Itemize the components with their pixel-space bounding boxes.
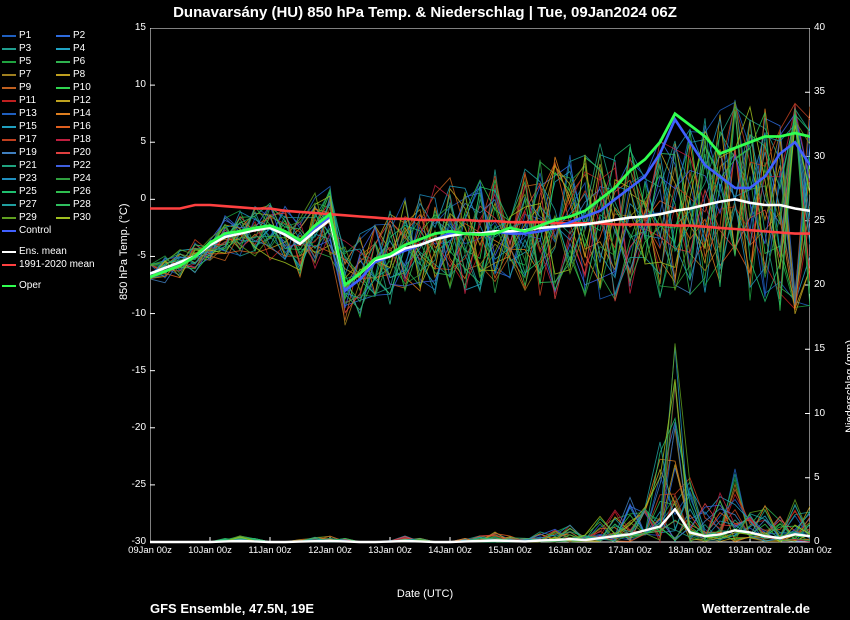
- y2-tick: 10: [814, 408, 838, 419]
- x-tick: 17Jan 00z: [602, 545, 658, 556]
- y2-tick: 30: [814, 151, 838, 162]
- footer-right: Wetterzentrale.de: [702, 601, 810, 616]
- legend-item-p23: P23: [2, 173, 56, 184]
- y1-tick: -20: [122, 422, 146, 433]
- footer-left: GFS Ensemble, 47.5N, 19E: [150, 601, 314, 616]
- y1-tick: -5: [122, 250, 146, 261]
- legend-item-p29: P29: [2, 212, 56, 223]
- x-tick: 10Jan 00z: [182, 545, 238, 556]
- legend-item-p7: P7: [2, 69, 56, 80]
- y1-tick: 0: [122, 193, 146, 204]
- y2-tick: 25: [814, 215, 838, 226]
- y1-tick: -25: [122, 479, 146, 490]
- legend-item-p19: P19: [2, 147, 56, 158]
- legend-item-p13: P13: [2, 108, 56, 119]
- legend-item-p12: P12: [56, 95, 110, 106]
- legend-item-p28: P28: [56, 199, 110, 210]
- legend-item-p16: P16: [56, 121, 110, 132]
- y2-axis-label: Niederschlag (mm): [844, 340, 850, 433]
- legend-item-p3: P3: [2, 43, 56, 54]
- y2-tick: 15: [814, 343, 838, 354]
- y1-tick: 5: [122, 136, 146, 147]
- y2-tick: 20: [814, 279, 838, 290]
- chart-title: Dunavarsány (HU) 850 hPa Temp. & Nieders…: [0, 4, 850, 21]
- legend-item-1991-2020-mean: 1991-2020 mean: [2, 259, 110, 270]
- legend-item-p2: P2: [56, 30, 110, 41]
- x-tick: 14Jan 00z: [422, 545, 478, 556]
- legend-item-control: Control: [2, 225, 110, 236]
- legend-item-p22: P22: [56, 160, 110, 171]
- x-tick: 18Jan 00z: [662, 545, 718, 556]
- legend-item-p17: P17: [2, 134, 56, 145]
- legend-item-p11: P11: [2, 95, 56, 106]
- y1-tick: -10: [122, 308, 146, 319]
- plot-area: [150, 28, 810, 568]
- legend-item-p6: P6: [56, 56, 110, 67]
- legend-item-p4: P4: [56, 43, 110, 54]
- legend-item-ens-mean: Ens. mean: [2, 246, 110, 257]
- legend-item-p24: P24: [56, 173, 110, 184]
- x-axis-label: Date (UTC): [397, 588, 453, 600]
- x-tick: 19Jan 00z: [722, 545, 778, 556]
- y2-tick: 40: [814, 22, 838, 33]
- legend-item-oper: Oper: [2, 280, 110, 291]
- legend-item-p25: P25: [2, 186, 56, 197]
- y2-tick: 35: [814, 86, 838, 97]
- legend-item-p9: P9: [2, 82, 56, 93]
- legend-item-p21: P21: [2, 160, 56, 171]
- legend-item-p27: P27: [2, 199, 56, 210]
- legend-item-p15: P15: [2, 121, 56, 132]
- legend-item-p10: P10: [56, 82, 110, 93]
- legend-item-p18: P18: [56, 134, 110, 145]
- x-tick: 11Jan 00z: [242, 545, 298, 556]
- y1-tick: -15: [122, 365, 146, 376]
- legend: P1P2P3P4P5P6P7P8P9P10P11P12P13P14P15P16P…: [2, 30, 110, 293]
- x-tick: 12Jan 00z: [302, 545, 358, 556]
- x-tick: 16Jan 00z: [542, 545, 598, 556]
- legend-item-p14: P14: [56, 108, 110, 119]
- legend-item-p26: P26: [56, 186, 110, 197]
- legend-item-p8: P8: [56, 69, 110, 80]
- x-tick: 09Jan 00z: [122, 545, 178, 556]
- x-tick: 15Jan 00z: [482, 545, 538, 556]
- y1-tick: 15: [122, 22, 146, 33]
- y1-tick: 10: [122, 79, 146, 90]
- legend-item-p20: P20: [56, 147, 110, 158]
- legend-item-p30: P30: [56, 212, 110, 223]
- legend-item-p1: P1: [2, 30, 56, 41]
- legend-item-p5: P5: [2, 56, 56, 67]
- x-tick: 13Jan 00z: [362, 545, 418, 556]
- y2-tick: 5: [814, 472, 838, 483]
- x-tick: 20Jan 00z: [782, 545, 838, 556]
